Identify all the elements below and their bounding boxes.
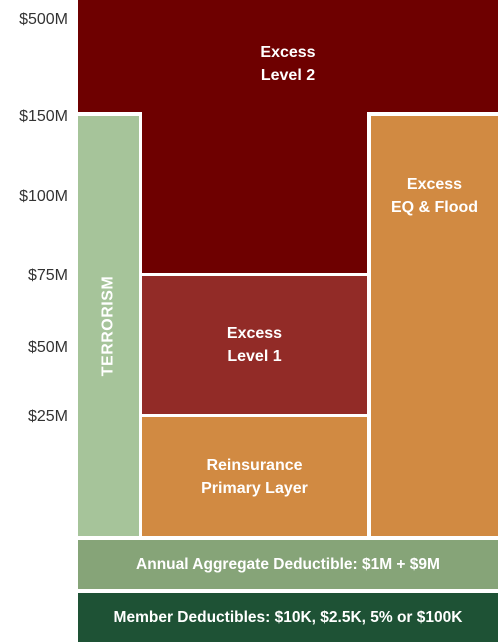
- excess-eq-flood-label: Excess EQ & Flood: [390, 176, 479, 216]
- axis-label-500m: $500M: [19, 11, 68, 28]
- axis-label-75m: $75M: [27, 267, 68, 284]
- member-deductibles-label: Member Deductibles: $10K, $2.5K, 5% or $…: [113, 608, 463, 626]
- excess-level-1-label: Excess Level 1: [226, 325, 283, 365]
- excess-level-1-layer: Excess Level 1: [142, 276, 367, 414]
- axis-label-50m: $50M: [27, 339, 68, 356]
- annual-aggregate-deductible-band: Annual Aggregate Deductible: $1M + $9M: [78, 540, 498, 589]
- excess-level-2-lower: [142, 111, 367, 273]
- axis-label-150m: $150M: [19, 108, 68, 125]
- terrorism-label: TERRORISM: [99, 275, 117, 377]
- annual-aggregate-deductible-label: Annual Aggregate Deductible: $1M + $9M: [136, 555, 440, 573]
- reinsurance-primary-label: Reinsurance Primary Layer: [201, 456, 308, 497]
- reinsurance-primary-layer: Reinsurance Primary Layer: [142, 417, 367, 536]
- excess-eq-flood-layer: Excess EQ & Flood: [371, 116, 498, 536]
- axis-label-25m: $25M: [27, 408, 68, 425]
- excess-level-2-label: Excess Level 2: [260, 44, 316, 84]
- member-deductibles-band: Member Deductibles: $10K, $2.5K, 5% or $…: [78, 593, 498, 642]
- axis-label-100m: $100M: [19, 188, 68, 205]
- terrorism-layer: TERRORISM: [78, 116, 139, 536]
- excess-level-2-layer: Excess Level 2: [78, 0, 498, 112]
